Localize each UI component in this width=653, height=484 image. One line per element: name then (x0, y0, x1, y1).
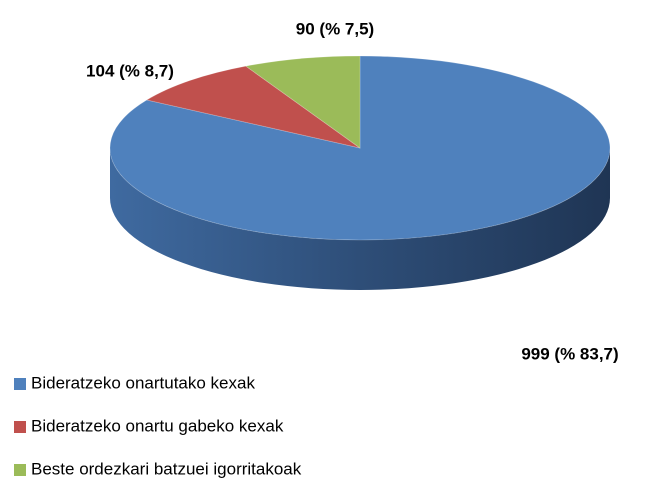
data-label: 999 (% 83,7) (521, 344, 618, 363)
legend-swatch (14, 421, 26, 433)
slice (109, 55, 611, 241)
slice (145, 65, 361, 149)
legend-swatch (14, 378, 26, 390)
legend-label: Bideratzeko onartu gabeko kexak (31, 416, 284, 435)
slice (244, 55, 361, 149)
slice-side (110, 148, 610, 290)
data-label: 104 (% 8,7) (86, 61, 174, 80)
legend-swatch (14, 464, 26, 476)
legend-label: Bideratzeko onartutako kexak (31, 373, 255, 392)
legend-label: Beste ordezkari batzuei igorritakoak (31, 459, 302, 478)
data-label: 90 (% 7,5) (296, 19, 374, 38)
